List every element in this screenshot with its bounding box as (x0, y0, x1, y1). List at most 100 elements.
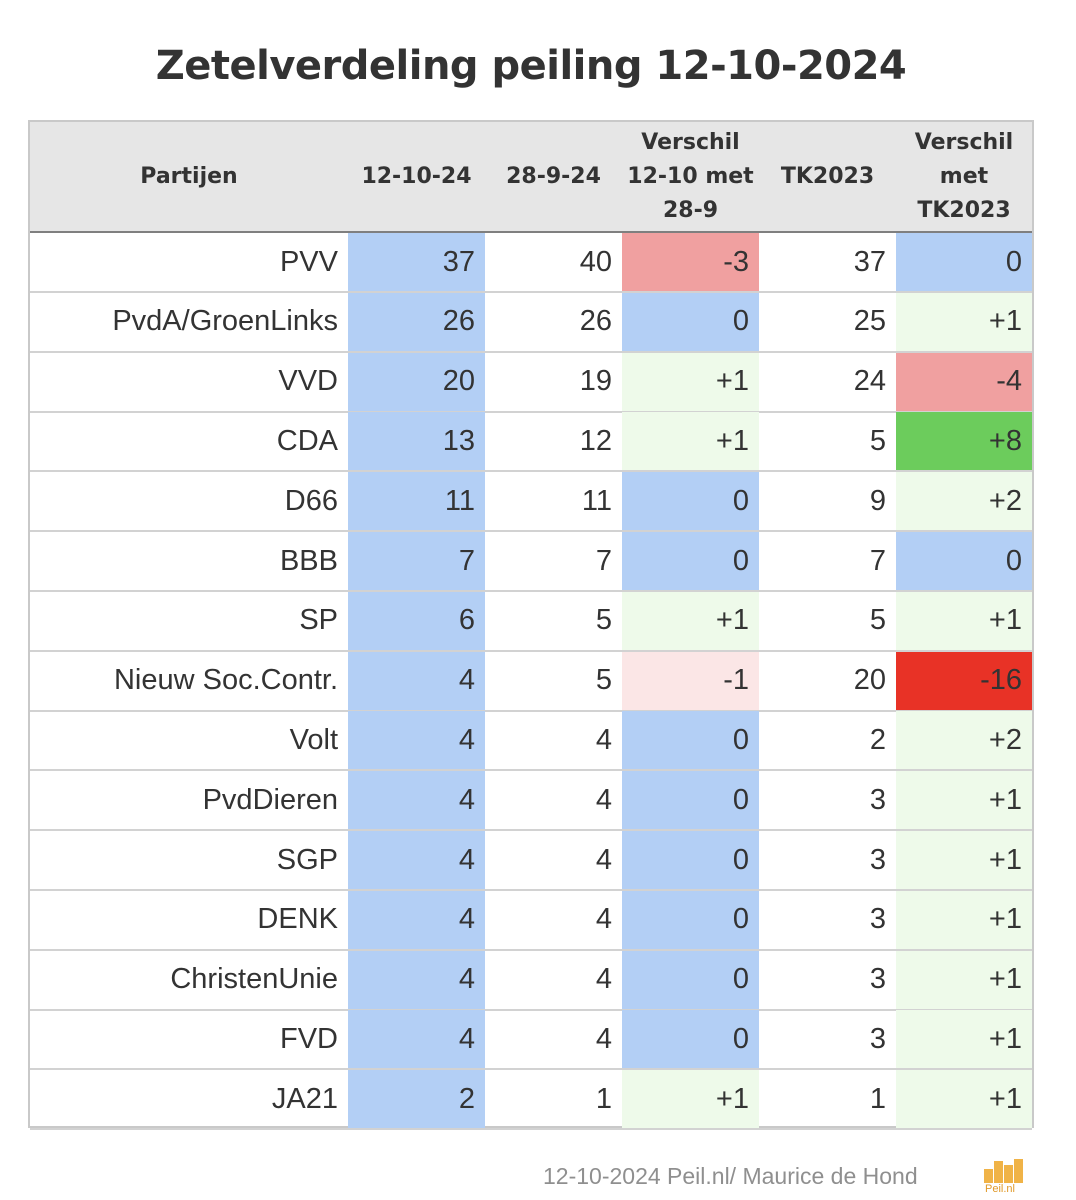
source-credit: 12-10-2024 Peil.nl/ Maurice de Hond (543, 1163, 918, 1189)
tk2023-seats-cell: 3 (869, 783, 886, 816)
table-row: VVD 20 19 +1 24 -4 (30, 352, 1032, 413)
table-row: DENK 4 4 0 3 +1 (30, 890, 1032, 951)
current-seats-cell: 7 (348, 532, 485, 590)
previous-seats-cell: 12 (579, 424, 612, 457)
party-name-cell: SGP (276, 843, 338, 876)
current-seats-cell: 4 (348, 771, 485, 830)
party-name-cell: PVV (279, 245, 338, 278)
previous-seats-cell: 5 (595, 664, 612, 697)
previous-seats-cell: 11 (581, 484, 612, 517)
header-tk2023: TK2023 (780, 163, 875, 189)
current-seats-cell: 26 (348, 292, 485, 351)
tk2023-seats-cell: 2 (869, 723, 886, 756)
table-row: JA21 2 1 +1 1 +1 (30, 1070, 1032, 1131)
party-name-cell: DENK (257, 903, 338, 936)
party-name-cell: BBB (279, 544, 338, 577)
diff-tk2023-cell: -4 (896, 352, 1032, 411)
header-previous-poll: 28-9-24 (506, 163, 601, 189)
current-seats-cell: 4 (348, 950, 485, 1009)
diff-previous-cell: +1 (622, 412, 759, 471)
party-name-cell: JA21 (271, 1082, 338, 1115)
previous-seats-cell: 4 (595, 843, 612, 876)
diff-previous-cell: 0 (622, 771, 759, 830)
diff-tk2023-cell: +1 (896, 831, 1032, 889)
party-name-cell: D66 (284, 484, 338, 517)
logo-bar (1004, 1165, 1013, 1183)
party-name-cell: ChristenUnie (170, 963, 338, 996)
diff-tk2023-cell: 0 (896, 233, 1032, 291)
diff-tk2023-cell: +1 (896, 950, 1032, 1009)
party-name-cell: FVD (280, 1022, 338, 1055)
party-name-cell: CDA (276, 424, 338, 457)
logo-text: Peil.nl (985, 1183, 1015, 1195)
table-row: PvdDieren 4 4 0 3 +1 (30, 771, 1032, 832)
table-header: Partijen 12-10-24 28-9-24 Verschil 12-10… (30, 122, 1032, 233)
table-row: PVV 37 40 -3 37 0 (30, 233, 1032, 293)
diff-previous-cell: 0 (622, 831, 759, 889)
current-seats-cell: 11 (348, 472, 485, 531)
tk2023-seats-cell: 1 (869, 1082, 886, 1115)
tk2023-seats-cell: 7 (869, 544, 886, 577)
current-seats-cell: 20 (348, 352, 485, 411)
diff-tk2023-cell: +1 (896, 1070, 1032, 1129)
table-row: Nieuw Soc.Contr. 4 5 -1 20 -16 (30, 651, 1032, 712)
previous-seats-cell: 4 (595, 1022, 612, 1055)
chart-title: Zetelverdeling peiling 12-10-2024 (155, 43, 907, 89)
current-seats-cell: 4 (348, 651, 485, 710)
diff-tk2023-cell: +8 (896, 412, 1032, 471)
table-row: SP 6 5 +1 5 +1 (30, 591, 1032, 652)
current-seats-cell: 4 (348, 890, 485, 949)
diff-tk2023-cell: -16 (896, 651, 1032, 710)
party-name-cell: SP (299, 604, 338, 637)
tk2023-seats-cell: 25 (853, 305, 886, 338)
party-name-cell: Volt (289, 723, 338, 756)
table-row: D66 11 11 0 9 +2 (30, 472, 1032, 533)
diff-previous-cell: 0 (622, 292, 759, 351)
party-name-cell: PvdDieren (202, 783, 338, 816)
previous-seats-cell: 40 (579, 245, 612, 278)
party-name-cell: Nieuw Soc.Contr. (113, 664, 338, 697)
tk2023-seats-cell: 3 (869, 963, 886, 996)
party-name-cell: VVD (278, 365, 338, 398)
table-row: FVD 4 4 0 3 +1 (30, 1010, 1032, 1071)
header-diff-previous: Verschil 12-10 met 28-9 (627, 129, 754, 223)
previous-seats-cell: 7 (595, 544, 612, 577)
table-row: BBB 7 7 0 7 0 (30, 532, 1032, 592)
logo-bar (1014, 1159, 1023, 1183)
previous-seats-cell: 1 (595, 1082, 612, 1115)
diff-previous-cell: -1 (622, 651, 759, 710)
diff-tk2023-cell: +1 (896, 591, 1032, 650)
diff-tk2023-cell: +1 (896, 890, 1032, 949)
current-seats-cell: 13 (348, 412, 485, 471)
diff-previous-cell: 0 (622, 532, 759, 590)
header-diff-tk2023: Verschil met TK2023 (914, 129, 1014, 223)
diff-previous-cell: +1 (622, 591, 759, 650)
tk2023-seats-cell: 37 (853, 245, 886, 278)
current-seats-cell: 2 (348, 1070, 485, 1129)
tk2023-seats-cell: 3 (869, 903, 886, 936)
previous-seats-cell: 4 (595, 723, 612, 756)
diff-previous-cell: 0 (622, 472, 759, 531)
diff-tk2023-cell: +1 (896, 292, 1032, 351)
tk2023-seats-cell: 5 (869, 424, 886, 457)
logo-bar (994, 1161, 1003, 1183)
party-name-cell: PvdA/GroenLinks (112, 305, 338, 338)
previous-seats-cell: 5 (595, 604, 612, 637)
peil-logo: Peil.nl (982, 1147, 1028, 1195)
tk2023-seats-cell: 24 (853, 365, 886, 398)
header-parties: Partijen (140, 163, 238, 189)
diff-previous-cell: -3 (622, 233, 759, 291)
table-row: SGP 4 4 0 3 +1 (30, 831, 1032, 891)
tk2023-seats-cell: 9 (869, 484, 886, 517)
header-current-poll: 12-10-24 (361, 163, 472, 189)
previous-seats-cell: 26 (579, 305, 612, 338)
diff-previous-cell: 0 (622, 890, 759, 949)
previous-seats-cell: 4 (595, 783, 612, 816)
diff-tk2023-cell: +1 (896, 1010, 1032, 1069)
current-seats-cell: 37 (348, 233, 485, 291)
previous-seats-cell: 4 (595, 903, 612, 936)
tk2023-seats-cell: 3 (869, 843, 886, 876)
diff-tk2023-cell: 0 (896, 532, 1032, 590)
current-seats-cell: 4 (348, 711, 485, 770)
logo-bar (984, 1169, 993, 1183)
